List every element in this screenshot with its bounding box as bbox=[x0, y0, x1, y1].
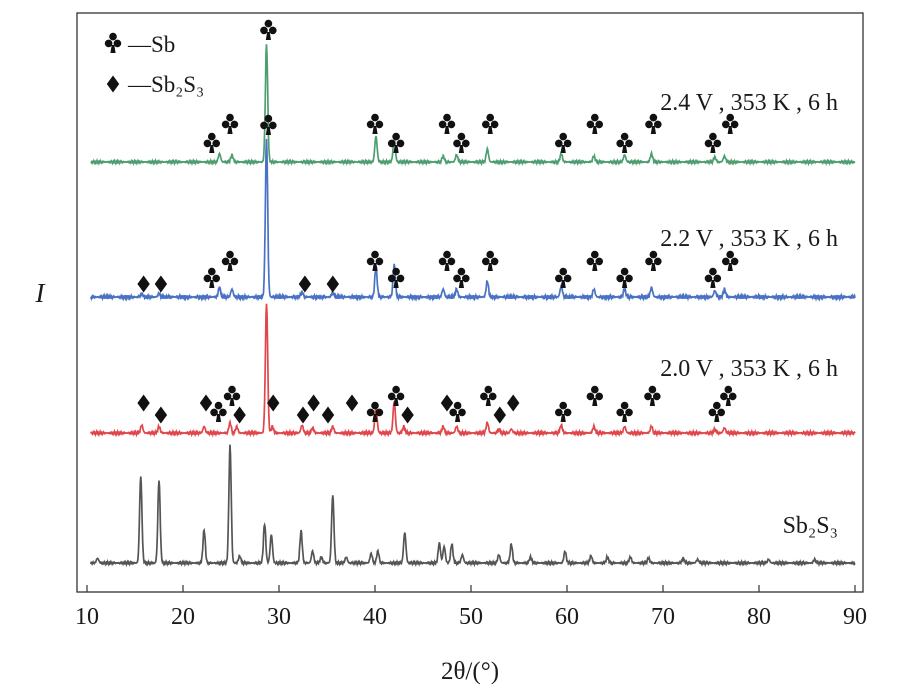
y-axis-label: I bbox=[35, 278, 47, 308]
sb2s3-marker-v20 bbox=[199, 394, 213, 412]
sb-marker-v24 bbox=[616, 132, 633, 153]
sb-marker-v22 bbox=[645, 250, 662, 271]
plot-markers bbox=[137, 19, 739, 424]
x-tick-label: 30 bbox=[267, 604, 291, 630]
sb2s3-marker-v20 bbox=[345, 394, 359, 412]
sb-marker-v22 bbox=[438, 250, 456, 271]
x-axis-ticks: 10 20 30 40 50 60 70 80 90 bbox=[75, 585, 867, 630]
sb2s3-marker-v20 bbox=[507, 394, 520, 412]
sb-marker-v24 bbox=[453, 132, 470, 153]
plot-lines bbox=[89, 44, 856, 568]
legend-label-sb2s3: —Sb₂S₃ bbox=[127, 72, 204, 97]
sb-marker-v22 bbox=[704, 267, 722, 288]
sb2s3-marker-v20 bbox=[233, 406, 246, 424]
sb2s3-marker-v22 bbox=[154, 275, 168, 293]
x-tick-label: 60 bbox=[555, 604, 579, 630]
x-tick-label: 80 bbox=[747, 604, 771, 630]
sb2s3-marker-v22 bbox=[298, 275, 312, 293]
series-line-v20 bbox=[90, 303, 856, 438]
sb-marker-v20 bbox=[223, 385, 241, 406]
sb2s3-marker-v22 bbox=[326, 275, 339, 293]
x-tick-label: 20 bbox=[171, 604, 195, 630]
series-label-sb2s3: Sb₂S₃ bbox=[783, 513, 838, 539]
series-label-v22: 2.2 V , 353 K , 6 h bbox=[660, 226, 838, 252]
sb-marker-v22 bbox=[482, 250, 499, 271]
x-tick-label: 40 bbox=[363, 604, 387, 630]
series-labels: 2.4 V , 353 K , 6 h 2.2 V , 353 K , 6 h 2.… bbox=[660, 90, 838, 539]
x-tick-label: 90 bbox=[843, 604, 867, 630]
series-line-v24 bbox=[90, 44, 856, 167]
sb2s3-marker-v22 bbox=[137, 275, 150, 293]
sb-marker-v20 bbox=[708, 401, 726, 422]
series-label-v20: 2.0 V , 353 K , 6 h bbox=[660, 356, 838, 382]
legend: —Sb —Sb₂S₃ bbox=[104, 32, 204, 97]
sb-marker-v24 bbox=[203, 132, 221, 153]
x-tick-label: 10 bbox=[75, 604, 99, 630]
sb-marker-v24 bbox=[387, 132, 405, 153]
legend-label-sb: —Sb bbox=[127, 32, 175, 57]
legend-club-icon bbox=[104, 32, 122, 53]
sb-marker-v22 bbox=[555, 267, 572, 288]
sb-marker-v20 bbox=[586, 385, 604, 406]
sb-marker-v20 bbox=[387, 385, 405, 406]
legend-diamond-icon bbox=[106, 75, 120, 93]
sb2s3-marker-v20 bbox=[440, 394, 454, 412]
sb-marker-v20 bbox=[210, 401, 227, 422]
sb-marker-v20 bbox=[616, 401, 633, 422]
sb-marker-v22 bbox=[203, 267, 221, 288]
sb-marker-v20 bbox=[480, 385, 497, 406]
sb2s3-marker-v20 bbox=[296, 406, 310, 424]
sb-marker-v22 bbox=[366, 250, 384, 271]
sb2s3-marker-v20 bbox=[137, 394, 150, 412]
sb-marker-v24 bbox=[221, 113, 239, 134]
sb2s3-marker-v20 bbox=[401, 406, 414, 424]
sb-marker-v22 bbox=[616, 267, 633, 288]
sb2s3-marker-v20 bbox=[321, 406, 335, 424]
x-tick-label: 70 bbox=[651, 604, 675, 630]
sb2s3-marker-v20 bbox=[154, 406, 168, 424]
sb2s3-marker-v20 bbox=[493, 406, 506, 424]
x-tick-label: 50 bbox=[459, 604, 483, 630]
sb-marker-v22 bbox=[722, 250, 739, 271]
sb-marker-v22 bbox=[586, 250, 604, 271]
series-label-v24: 2.4 V , 353 K , 6 h bbox=[660, 90, 838, 116]
sb-marker-v22 bbox=[453, 267, 470, 288]
sb-marker-v24 bbox=[704, 132, 722, 153]
sb-marker-v20 bbox=[644, 385, 661, 406]
x-axis-label: 2θ/(°) bbox=[441, 658, 499, 685]
sb-marker-v24 bbox=[645, 113, 662, 134]
sb-marker-v20 bbox=[720, 385, 737, 406]
sb-marker-v24 bbox=[366, 113, 384, 134]
sb2s3-marker-v20 bbox=[307, 394, 320, 412]
sb-marker-v20 bbox=[555, 401, 572, 422]
sb-marker-v24 bbox=[438, 113, 456, 134]
sb-marker-v24 bbox=[722, 113, 739, 134]
sb-marker-v22 bbox=[221, 250, 239, 271]
series-line-v22 bbox=[89, 138, 856, 302]
series-line-sb2s3 bbox=[89, 444, 856, 568]
sb-marker-v24 bbox=[555, 132, 572, 153]
plot-frame bbox=[76, 12, 864, 593]
sb-marker-v24 bbox=[586, 113, 604, 134]
sb-marker-v24 bbox=[260, 19, 277, 40]
sb-marker-v24 bbox=[482, 113, 499, 134]
